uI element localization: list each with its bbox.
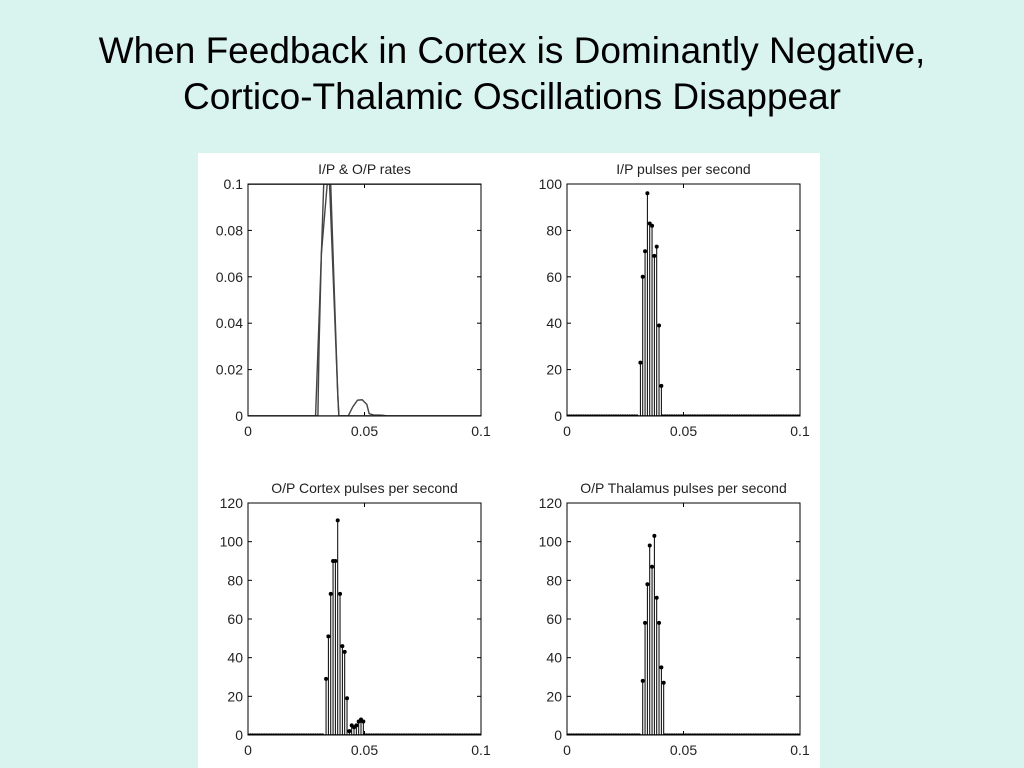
- stem-marker: [328, 591, 333, 596]
- y-tick-label: 80: [546, 572, 562, 588]
- y-tick-label: 60: [227, 611, 243, 627]
- x-tick-label: 0.1: [790, 742, 810, 758]
- series-line-1: [248, 184, 481, 416]
- y-tick-label: 0.1: [224, 176, 244, 192]
- series-line-4: [248, 184, 481, 416]
- y-tick-label: 20: [227, 688, 243, 704]
- y-tick-label: 0.02: [216, 362, 243, 378]
- stem-marker: [647, 543, 652, 548]
- stem-marker: [643, 620, 648, 625]
- stem-marker: [650, 223, 655, 228]
- chart-4: O/P Thalamus pulses per second 0 20 40 60 80 1…: [539, 480, 810, 758]
- plot-area: [248, 520, 481, 735]
- chart-title: I/P pulses per second: [616, 161, 750, 177]
- stem-marker: [347, 729, 352, 734]
- y-tick-label: 20: [546, 688, 562, 704]
- stem-marker: [650, 564, 655, 569]
- plot-area: [567, 193, 800, 416]
- x-tick-label: 0: [563, 423, 571, 439]
- x-tick-label: 0.1: [471, 742, 491, 758]
- y-tick-label: 0.08: [216, 222, 243, 238]
- chart-1: I/P & O/P rates 0 0.02 0.04 0.06 0.08 0.1 0 0.05…: [216, 161, 491, 439]
- stem-marker: [340, 644, 345, 649]
- stem-marker: [326, 634, 331, 639]
- stem-marker: [657, 323, 662, 328]
- stem-marker: [659, 665, 664, 670]
- plot-area: [567, 535, 800, 735]
- y-tick-label: 60: [546, 611, 562, 627]
- series-line-3: [248, 184, 481, 416]
- plot-frame: [247, 502, 482, 736]
- plot-frame: [247, 183, 482, 417]
- x-tick-label: 0: [244, 423, 252, 439]
- stem-marker: [640, 274, 645, 279]
- y-tick-label: 120: [539, 495, 563, 511]
- chart-3: O/P Cortex pulses per second 0 20 40 60 80 100…: [220, 480, 491, 758]
- series-line-5: [248, 399, 481, 416]
- stem-marker: [333, 559, 338, 563]
- y-tick-label: 40: [546, 650, 562, 666]
- stem-marker: [657, 620, 662, 625]
- y-tick-label: 40: [227, 650, 243, 666]
- stem-marker: [324, 676, 329, 681]
- y-tick-label: 120: [220, 495, 244, 511]
- stem-marker: [638, 360, 643, 365]
- y-tick-label: 0: [554, 408, 562, 424]
- stem-marker: [361, 719, 366, 724]
- x-tick-label: 0.05: [670, 423, 697, 439]
- y-tick-label: 80: [546, 222, 562, 238]
- x-tick-label: 0.05: [351, 742, 378, 758]
- y-tick-label: 80: [227, 572, 243, 588]
- y-tick-label: 100: [539, 534, 563, 550]
- stem-marker: [659, 383, 664, 388]
- stem-marker: [338, 591, 343, 596]
- stem-marker: [354, 723, 359, 728]
- figure-svg: I/P & O/P rates 0 0.02 0.04 0.06 0.08 0.1 0 0.05…: [216, 161, 810, 758]
- stem-marker: [652, 533, 657, 538]
- x-tick-label: 0.1: [471, 423, 491, 439]
- y-tick-label: 0.04: [216, 315, 243, 331]
- stem-marker: [654, 595, 659, 600]
- slide-title: When Feedback in Cortex is Dominantly Ne…: [0, 28, 1024, 120]
- y-tick-label: 100: [539, 176, 563, 192]
- y-tick-label: 0: [235, 727, 243, 743]
- stem-marker: [652, 253, 657, 258]
- x-tick-label: 0.05: [351, 423, 378, 439]
- stem-marker: [654, 244, 659, 249]
- y-tick-label: 40: [546, 315, 562, 331]
- series-line-2: [248, 184, 481, 416]
- stem-marker: [643, 249, 648, 254]
- y-tick-label: 0.06: [216, 269, 243, 285]
- chart-title: O/P Thalamus pulses per second: [580, 480, 787, 496]
- chart-2: I/P pulses per second 0 20 40 60 80 100 0 0.05 0.…: [539, 161, 810, 439]
- y-tick-label: 20: [546, 362, 562, 378]
- plot-frame: [566, 183, 801, 417]
- slide-title-line-1: When Feedback in Cortex is Dominantly Ne…: [98, 30, 926, 71]
- y-tick-label: 0: [554, 727, 562, 743]
- figure-panel: I/P & O/P rates 0 0.02 0.04 0.06 0.08 0.1 0 0.05…: [198, 153, 820, 768]
- stem-marker: [645, 191, 650, 196]
- y-tick-label: 100: [220, 534, 244, 550]
- x-tick-label: 0: [563, 742, 571, 758]
- stem-marker: [345, 696, 350, 701]
- stem-marker: [342, 649, 347, 654]
- y-tick-label: 0: [235, 408, 243, 424]
- x-tick-label: 0.05: [670, 742, 697, 758]
- x-tick-label: 0: [244, 742, 252, 758]
- plot-frame: [566, 502, 801, 736]
- stem-marker: [640, 678, 645, 683]
- stem-marker: [645, 582, 650, 587]
- x-tick-label: 0.1: [790, 423, 810, 439]
- plot-area: [248, 184, 481, 416]
- stem-marker: [661, 680, 666, 685]
- chart-title: I/P & O/P rates: [318, 161, 411, 177]
- y-tick-label: 60: [546, 269, 562, 285]
- stem-marker: [335, 518, 340, 523]
- slide-title-line-2: Cortico-Thalamic Oscillations Disappear: [183, 76, 841, 117]
- chart-title: O/P Cortex pulses per second: [271, 480, 458, 496]
